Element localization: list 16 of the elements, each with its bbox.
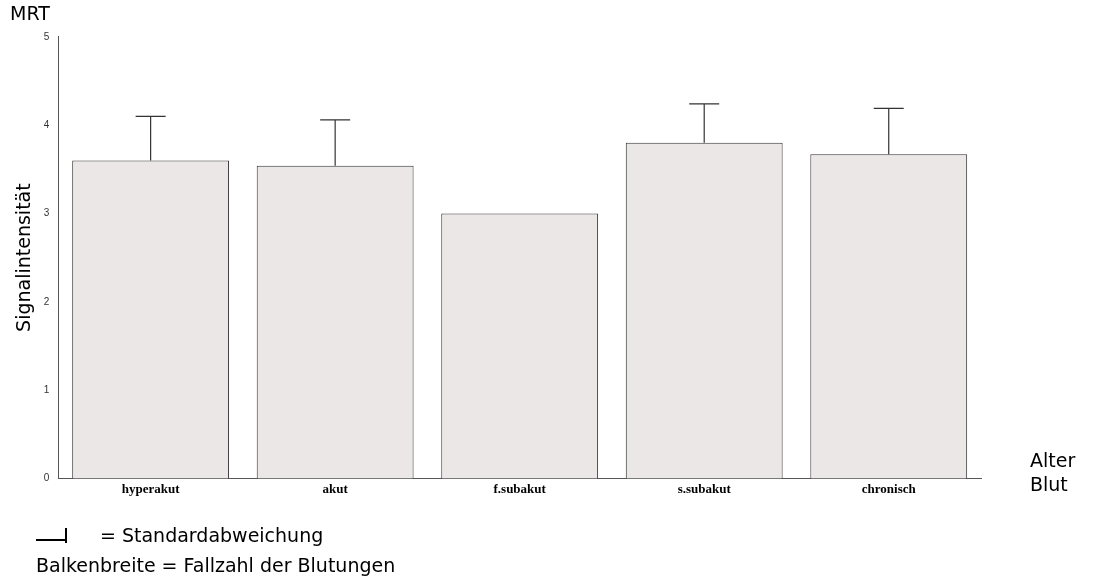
y-axis-title: Signalintensität <box>12 183 35 332</box>
text: Balkenbreite = Fallzahl der Blutungen <box>36 553 396 578</box>
y-tick-label: 1 <box>43 383 50 395</box>
x-tick-label: s.subakut <box>677 480 732 496</box>
chart-title: MRT <box>10 2 51 25</box>
y-tick-label: 2 <box>43 295 50 307</box>
y-tick-label: 3 <box>43 207 50 219</box>
x-tick-label: f.subakut <box>493 480 547 496</box>
y-tick-label: 5 <box>43 30 50 42</box>
y-tick-label: 4 <box>43 118 50 130</box>
x-tick-label: akut <box>322 480 349 496</box>
x-tick-label: hyperakut <box>121 480 181 496</box>
text: = Standardabweichung <box>100 523 324 548</box>
x-tick-label: chronisch <box>861 480 917 496</box>
x-axis-title: Alter Blut <box>1030 448 1077 496</box>
y-tick-label: 0 <box>43 472 50 484</box>
